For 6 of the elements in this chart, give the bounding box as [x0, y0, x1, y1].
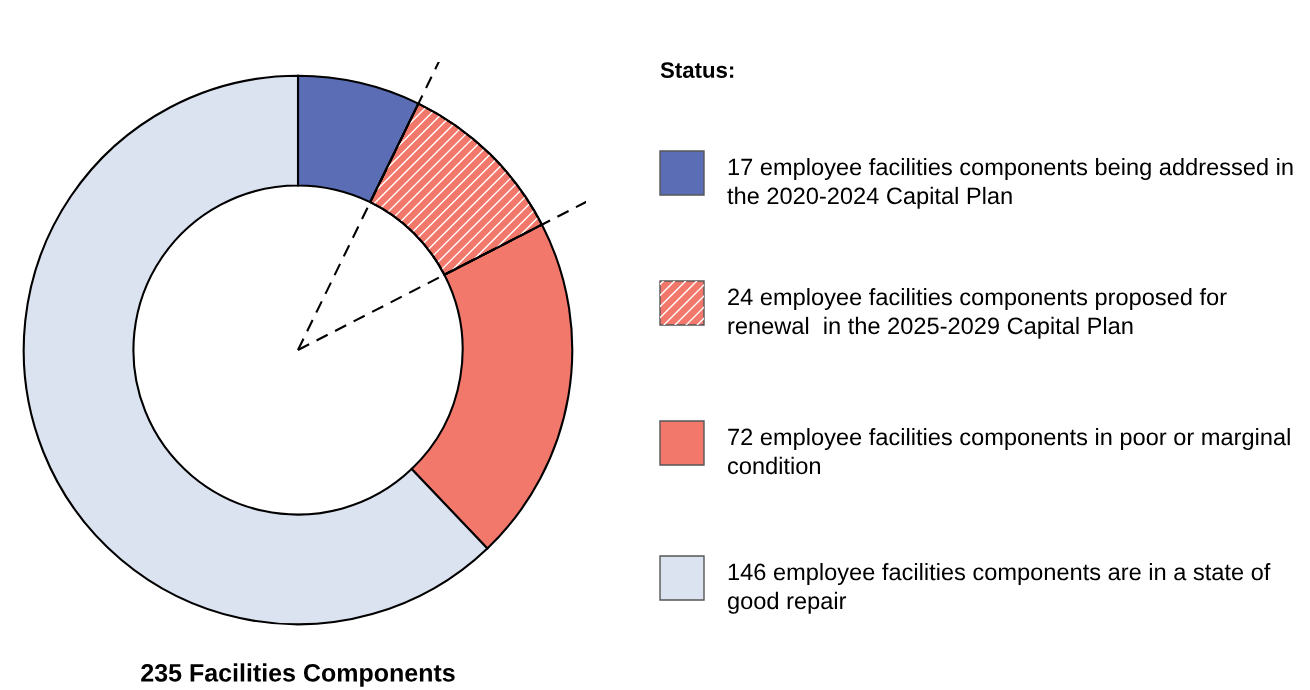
legend-title: Status:: [660, 62, 734, 78]
legend-label: 146 employee facilities components are in a state of good repair: [727, 563, 1271, 614]
legend-label: 24 employee facilities components proposed for renewal in the 2025-2029 Capital Plan: [728, 288, 1227, 339]
legend-label: 72 employee facilities components in poor or marginal condition: [728, 428, 1290, 475]
text: 235 Facilities Components: [141, 663, 455, 687]
legend-label: 17 employee facilities components being addressed in the 2020-2024 Capital Plan: [727, 158, 1293, 209]
